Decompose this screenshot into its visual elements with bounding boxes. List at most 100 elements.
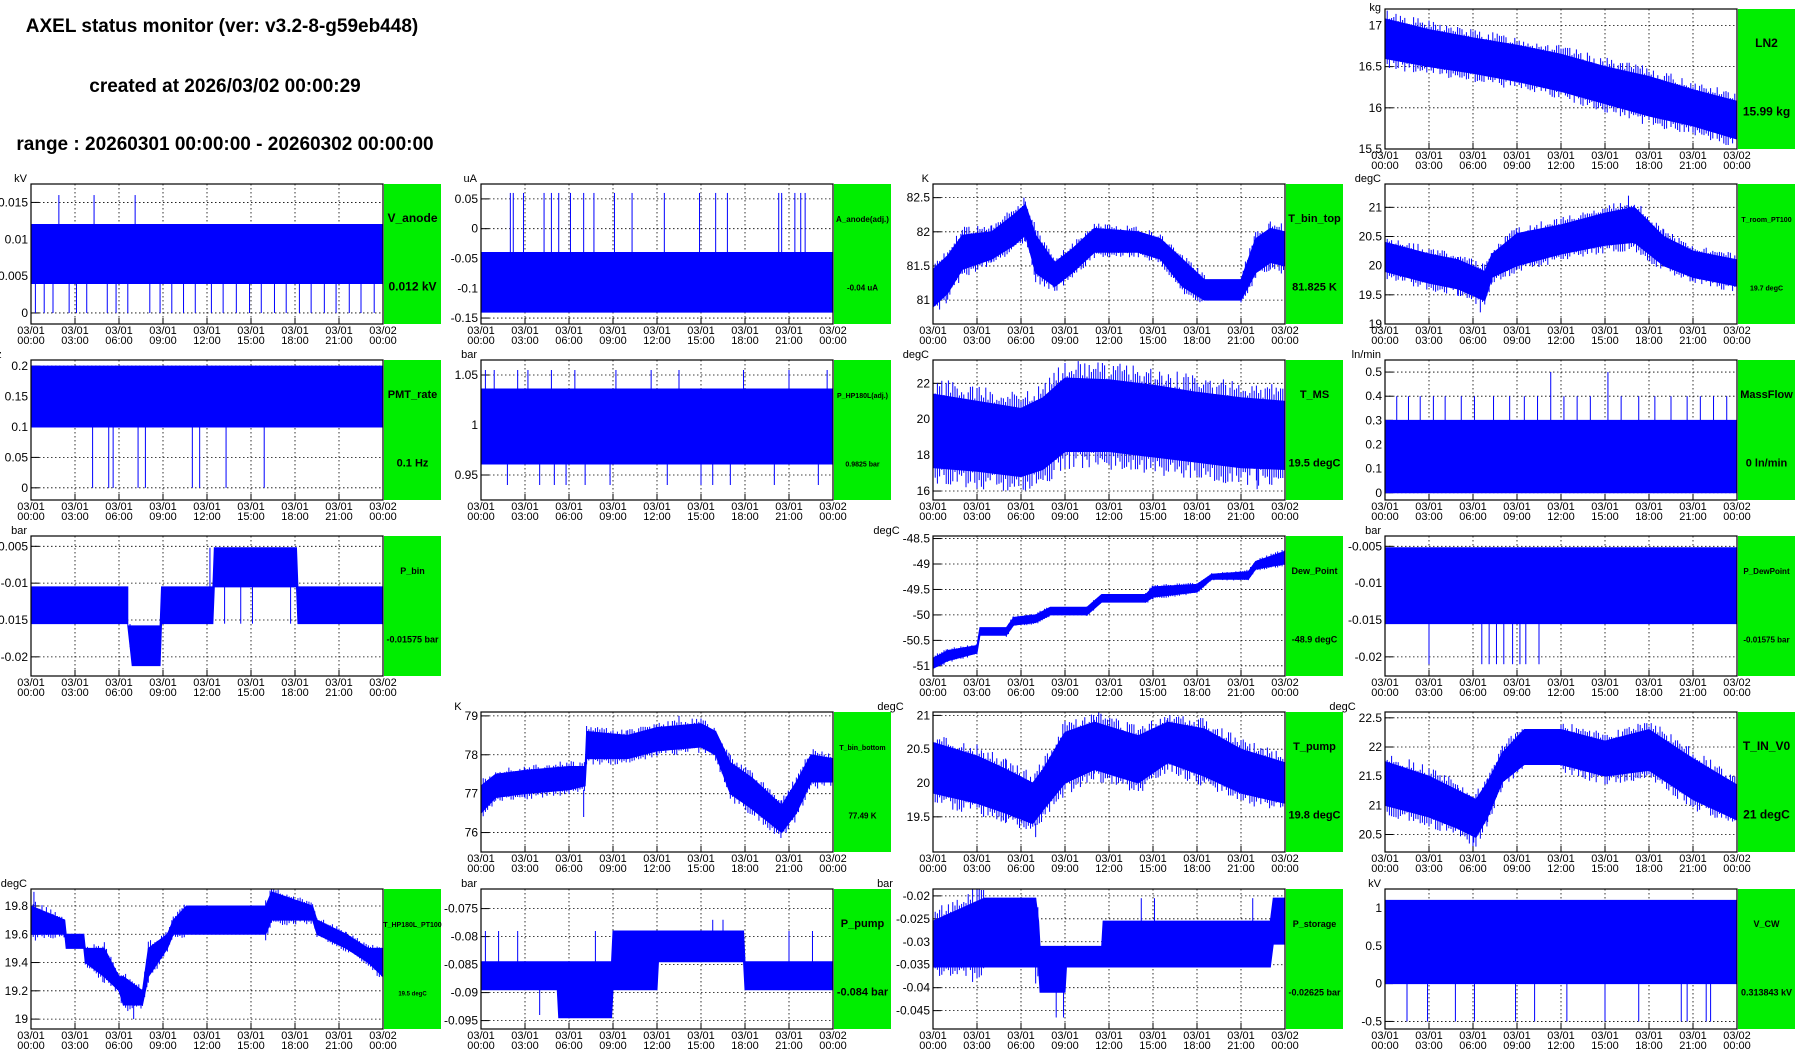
x-tick-label-time: 09:00 bbox=[1503, 863, 1531, 875]
x-tick-label-time: 00:00 bbox=[1723, 511, 1751, 523]
data-band bbox=[1384, 419, 1738, 494]
y-tick-label: 0.1 bbox=[1365, 462, 1382, 476]
x-tick-label-date: 03/02 bbox=[1723, 677, 1751, 689]
y-tick-label: 20 bbox=[917, 776, 931, 790]
x-tick-label-time: 21:00 bbox=[1679, 160, 1707, 172]
y-tick-label: -0.04 bbox=[903, 981, 931, 995]
x-tick-label-date: 03/01 bbox=[1635, 1030, 1663, 1042]
status-box bbox=[384, 360, 441, 500]
x-tick-label-time: 00:00 bbox=[819, 335, 847, 347]
x-tick-label-time: 00:00 bbox=[1271, 1040, 1299, 1052]
x-tick-label-time: 00:00 bbox=[1723, 687, 1751, 699]
x-tick-label-time: 12:00 bbox=[1095, 511, 1123, 523]
panel-t-hp180l-pt100: 03/0100:0003/0103:0003/0106:0003/0109:00… bbox=[1, 878, 442, 1052]
x-tick-label-date: 03/01 bbox=[1139, 853, 1167, 865]
x-tick-label-date: 03/01 bbox=[1371, 853, 1399, 865]
x-tick-label-time: 12:00 bbox=[1095, 335, 1123, 347]
y-tick-label: 78 bbox=[465, 748, 479, 762]
y-axis-unit: bar bbox=[877, 878, 893, 890]
plot-frame bbox=[30, 888, 384, 1030]
status-box bbox=[834, 712, 891, 852]
x-tick-label-time: 21:00 bbox=[325, 511, 353, 523]
x-tick-label-date: 03/01 bbox=[1183, 853, 1211, 865]
status-box bbox=[384, 889, 441, 1029]
x-tick-label-date: 03/01 bbox=[731, 501, 759, 513]
x-tick-label-date: 03/01 bbox=[1591, 325, 1619, 337]
x-tick-label-time: 12:00 bbox=[643, 1040, 671, 1052]
plot-frame bbox=[1384, 888, 1738, 1030]
status-box bbox=[1286, 184, 1343, 324]
status-box bbox=[384, 536, 441, 676]
x-tick-label-date: 03/01 bbox=[1051, 853, 1079, 865]
y-axis-unit: K bbox=[922, 173, 930, 185]
panel-p-storage: 03/0100:0003/0103:0003/0106:0003/0109:00… bbox=[877, 878, 1343, 1052]
x-tick-label-time: 15:00 bbox=[237, 511, 265, 523]
x-tick-label-date: 03/02 bbox=[369, 677, 397, 689]
x-tick-label-date: 03/01 bbox=[963, 677, 991, 689]
x-tick-label-date: 03/02 bbox=[1723, 1030, 1751, 1042]
x-tick-label-date: 03/01 bbox=[1635, 677, 1663, 689]
status-name: T_pump bbox=[1293, 741, 1336, 753]
y-tick-label: 22 bbox=[1369, 740, 1383, 754]
x-tick-label-date: 03/01 bbox=[1679, 853, 1707, 865]
x-tick-label-time: 00:00 bbox=[1271, 687, 1299, 699]
x-tick-label-date: 03/01 bbox=[61, 325, 89, 337]
x-tick-label-time: 00:00 bbox=[1271, 335, 1299, 347]
x-tick-label-date: 03/01 bbox=[1183, 501, 1211, 513]
x-tick-label-time: 18:00 bbox=[731, 511, 759, 523]
status-value: 0.313843 kV bbox=[1741, 987, 1792, 997]
data-band bbox=[480, 388, 834, 465]
y-axis-unit: degC bbox=[1329, 701, 1355, 713]
x-tick-label-time: 06:00 bbox=[1007, 687, 1035, 699]
y-tick-label: 0.1 bbox=[11, 420, 28, 434]
x-tick-label-time: 12:00 bbox=[1095, 687, 1123, 699]
x-tick-label-date: 03/02 bbox=[1723, 501, 1751, 513]
x-tick-label-date: 03/01 bbox=[919, 501, 947, 513]
x-tick-label-time: 09:00 bbox=[1051, 687, 1079, 699]
status-value: 19.7 degC bbox=[1750, 285, 1783, 292]
x-tick-label-time: 15:00 bbox=[1139, 511, 1167, 523]
x-tick-label-time: 21:00 bbox=[1679, 863, 1707, 875]
plot-frame bbox=[1384, 183, 1738, 325]
y-axis-unit: degC bbox=[1, 878, 27, 890]
x-tick-label-date: 03/01 bbox=[237, 325, 265, 337]
x-tick-label-time: 21:00 bbox=[775, 1040, 803, 1052]
y-tick-label: 19.8 bbox=[5, 899, 29, 913]
x-tick-label-date: 03/01 bbox=[1679, 325, 1707, 337]
status-box bbox=[1738, 889, 1795, 1029]
x-tick-label-time: 12:00 bbox=[193, 687, 221, 699]
x-tick-label-time: 18:00 bbox=[1635, 160, 1663, 172]
x-tick-label-time: 06:00 bbox=[1007, 1040, 1035, 1052]
x-tick-label-date: 03/01 bbox=[149, 1030, 177, 1042]
x-tick-label-date: 03/01 bbox=[731, 853, 759, 865]
x-tick-label-time: 09:00 bbox=[1503, 511, 1531, 523]
x-tick-label-time: 09:00 bbox=[1051, 1040, 1079, 1052]
x-tick-label-time: 06:00 bbox=[555, 863, 583, 875]
status-box bbox=[834, 889, 891, 1029]
plot-frame bbox=[480, 711, 834, 853]
y-axis-unit: bar bbox=[461, 878, 477, 890]
x-tick-label-time: 00:00 bbox=[819, 1040, 847, 1052]
x-tick-label-date: 03/01 bbox=[775, 325, 803, 337]
y-tick-label: -0.1 bbox=[457, 281, 478, 295]
y-tick-label: 16 bbox=[917, 484, 931, 498]
x-tick-label-time: 06:00 bbox=[555, 1040, 583, 1052]
x-tick-label-date: 03/01 bbox=[511, 501, 539, 513]
x-tick-label-date: 03/01 bbox=[511, 853, 539, 865]
y-tick-label: -0.075 bbox=[444, 902, 478, 916]
y-tick-label: 21 bbox=[1369, 798, 1383, 812]
y-tick-label: -0.01 bbox=[1, 576, 29, 590]
plot-frame bbox=[932, 888, 1286, 1030]
status-value: -0.04 uA bbox=[847, 283, 878, 292]
x-tick-label-time: 18:00 bbox=[281, 335, 309, 347]
x-tick-label-date: 03/02 bbox=[1271, 677, 1299, 689]
y-tick-label: 22 bbox=[917, 376, 931, 390]
x-tick-label-date: 03/01 bbox=[1547, 325, 1575, 337]
x-tick-label-time: 00:00 bbox=[369, 335, 397, 347]
x-tick-label-time: 15:00 bbox=[1139, 687, 1167, 699]
y-tick-label: -0.035 bbox=[896, 958, 930, 972]
x-tick-label-time: 03:00 bbox=[963, 863, 991, 875]
plot-frame bbox=[480, 183, 834, 325]
x-tick-label-date: 03/01 bbox=[775, 501, 803, 513]
y-tick-label: 20.5 bbox=[907, 742, 931, 756]
